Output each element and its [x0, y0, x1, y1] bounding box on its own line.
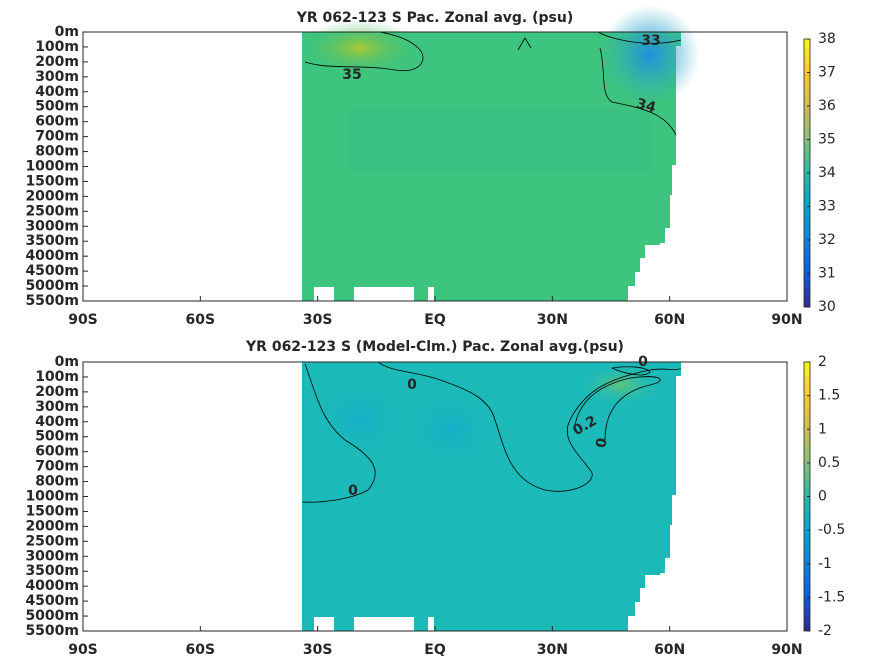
y-tick-label: 200m [35, 384, 79, 400]
x-tick-label: 60S [186, 642, 216, 656]
y-tick-label: 800m [35, 474, 79, 490]
y-tick-label: 1500m [25, 503, 79, 519]
x-tick-label: 30S [303, 642, 333, 656]
plots: YR 062-123 S Pac. Zonal avg. (psu)0m100m… [25, 10, 845, 656]
colorbar-tick-label: 30 [818, 299, 836, 315]
colorbar-tick-label: 33 [818, 199, 836, 215]
colorbar-tick-label: -0.5 [818, 522, 845, 538]
y-tick-label: 400m [35, 414, 79, 430]
y-tick-label: 400m [35, 84, 79, 100]
x-tick-label: EQ [424, 642, 446, 656]
y-tick-label: 2500m [25, 533, 79, 549]
colorbar-tick-label: 31 [818, 266, 836, 282]
colorbar-tick-label: -1 [818, 556, 832, 572]
colorbar: 30 31 32 33 34 35 36 37 38 [803, 31, 836, 315]
contour-label: 34 [635, 96, 658, 117]
chart-title: YR 062-123 S Pac. Zonal avg. (psu) [296, 10, 573, 26]
y-tick-label: 100m [35, 39, 79, 55]
colorbar-tick-label: 2 [818, 354, 827, 370]
colorbar-tick-label: -2 [818, 623, 832, 639]
y-tick-label: 0m [55, 354, 79, 370]
y-tick-label: 800m [35, 144, 79, 160]
chart-title: YR 062-123 S (Model-Clm.) Pac. Zonal avg… [245, 339, 624, 355]
colorbar-tick-label: 36 [818, 98, 836, 114]
y-tick-label: 5500m [25, 293, 79, 309]
colorbar: -2 -1.5 -1 -0.5 0 0.5 1 1.5 2 [803, 354, 845, 639]
y-tick-label: 600m [35, 444, 79, 460]
x-tick-label: 60N [654, 642, 685, 656]
contour-label: 0 [638, 354, 648, 370]
colorbar-tick-label: 34 [818, 165, 836, 181]
colorbar-tick-label: 1.5 [818, 388, 840, 404]
x-tick-label: 90N [771, 312, 802, 328]
y-tick-label: 600m [35, 114, 79, 130]
x-tick-label: 90S [68, 642, 98, 656]
y-tick-label: 3500m [25, 563, 79, 579]
y-tick-label: 500m [35, 99, 79, 115]
y-tick-label: 1000m [25, 489, 79, 505]
field-1 [300, 5, 700, 302]
colorbar-tick-label: 35 [818, 132, 836, 148]
y-tick-label: 5000m [25, 608, 79, 624]
y-tick-label: 5500m [25, 623, 79, 639]
contour-label: 0 [593, 437, 610, 450]
x-tick-label: 90S [68, 312, 98, 328]
colorbar-tick-label: 38 [818, 31, 836, 47]
y-tick-label: 0m [55, 24, 79, 40]
y-tick-label: 500m [35, 429, 79, 445]
y-tick-label: 700m [35, 459, 79, 475]
y-tick-label: 3000m [25, 218, 79, 234]
field-2 [301, 361, 682, 632]
y-tick-label: 4000m [25, 578, 79, 594]
y-tick-label: 200m [35, 54, 79, 70]
x-tick-label: 90N [771, 642, 802, 656]
x-tick-label: EQ [424, 312, 446, 328]
y-tick-label: 2500m [25, 203, 79, 219]
colorbar-tick-label: 32 [818, 232, 836, 248]
colorbar-tick-label: 0.5 [818, 455, 840, 471]
y-tick-label: 1500m [25, 173, 79, 189]
x-tick-label: 60S [186, 312, 216, 328]
y-tick-label: 1000m [25, 159, 79, 175]
y-tick-label: 4500m [25, 263, 79, 279]
x-tick-label: 30S [303, 312, 333, 328]
y-tick-label: 300m [35, 399, 79, 415]
contour-label: 33 [641, 33, 660, 49]
colorbar-tick-label: 1 [818, 421, 827, 437]
contour-label: 0 [348, 483, 358, 499]
contour-label: 0 [407, 377, 417, 393]
y-tick-label: 3000m [25, 548, 79, 564]
colorbar-tick-label: 0 [818, 489, 827, 505]
y-tick-label: 700m [35, 129, 79, 145]
colorbar-tick-label: 37 [818, 65, 836, 81]
y-tick-label: 2000m [25, 188, 79, 204]
x-tick-label: 30N [537, 312, 568, 328]
colorbar-tick-label: -1.5 [818, 589, 845, 605]
y-tick-label: 100m [35, 369, 79, 385]
y-tick-label: 3500m [25, 233, 79, 249]
y-tick-label: 5000m [25, 278, 79, 294]
contour-label: 35 [342, 67, 361, 83]
x-tick-label: 30N [537, 642, 568, 656]
y-tick-label: 300m [35, 69, 79, 85]
y-tick-label: 2000m [25, 518, 79, 534]
y-tick-label: 4500m [25, 593, 79, 609]
y-tick-label: 4000m [25, 248, 79, 264]
x-tick-label: 60N [654, 312, 685, 328]
